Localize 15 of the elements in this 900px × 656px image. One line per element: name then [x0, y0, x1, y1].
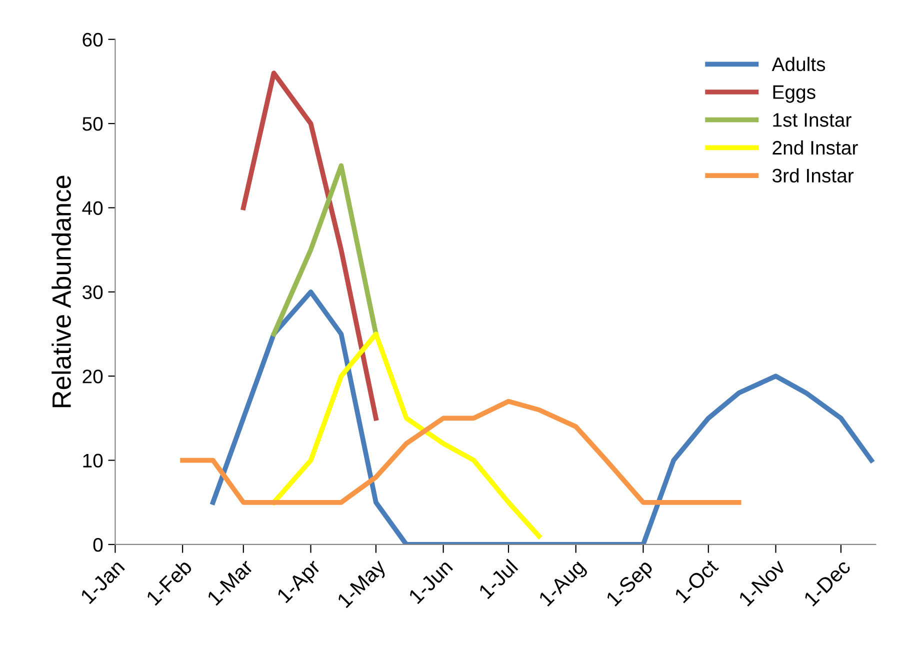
y-tick-label: 30: [82, 285, 103, 300]
y-tick-label: 40: [82, 201, 103, 215]
y-tick-label: 60: [82, 32, 103, 47]
legend-label: Adults: [772, 56, 826, 72]
y-tick-label: 10: [83, 454, 103, 468]
y-tick-label: 0: [93, 538, 103, 552]
legend-label: 3rd Instar: [772, 168, 854, 183]
legend-label: 2nd Instar: [772, 140, 858, 155]
y-axis-title: Relative Abundance: [52, 176, 71, 408]
line-series: [240, 70, 378, 421]
y-tick-label: 50: [82, 117, 103, 131]
legend-label: 1st Instar: [773, 113, 852, 127]
line-series: [271, 332, 542, 538]
legend-label: Eggs: [773, 85, 816, 103]
y-tick-label: 20: [82, 370, 103, 384]
